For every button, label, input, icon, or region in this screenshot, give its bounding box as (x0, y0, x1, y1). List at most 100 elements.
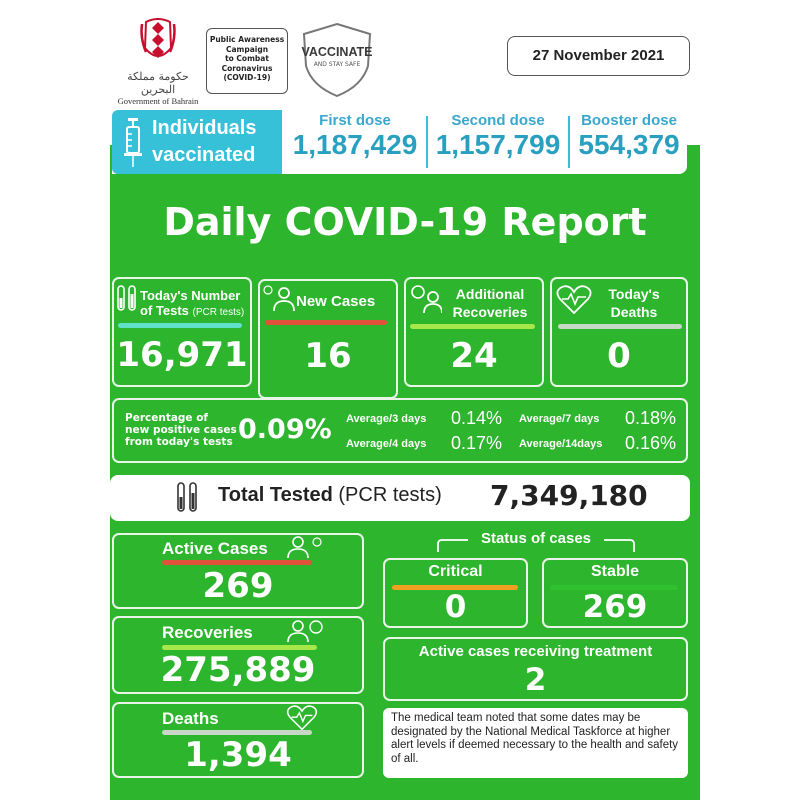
recovery-person-icon (411, 285, 442, 314)
additional-recoveries-value: 24 (450, 336, 498, 376)
todays-deaths-value: 0 (607, 336, 631, 376)
deaths-label-line1: Today's (608, 286, 660, 302)
tests-label-line2: of Tests (140, 303, 189, 318)
tests-label: Today's Number of Tests (PCR tests) (140, 288, 244, 320)
avg-7-days-value: 0.18% (625, 408, 677, 428)
deaths-summary-label: Deaths (162, 709, 219, 728)
recoveries-label-line1: Additional (455, 286, 525, 302)
dose-label: First dose (319, 112, 391, 129)
government-arabic-name: حكومة مملكة البحرين (127, 70, 189, 96)
active-cases-box (112, 533, 364, 609)
heartbeat-icon (286, 705, 318, 731)
active-cases-bar (162, 560, 312, 565)
stable-bar (550, 585, 678, 590)
avg-7-days-label: Average/7 days (519, 413, 600, 425)
first-dose: First dose 1,187,429 (285, 112, 425, 161)
vaccinate-text: VACCINATE (301, 45, 373, 59)
treatment-value: 2 (524, 662, 547, 698)
avg-4-days-value: 0.17% (451, 433, 503, 453)
vaccinated-label-line1: Individuals (152, 117, 257, 139)
stable-box (542, 558, 688, 628)
government-english-name: Government of Bahrain (117, 96, 199, 106)
total-tested-label-bold: Total Tested (218, 484, 333, 506)
tests-label-line1: Today's Number (140, 288, 241, 303)
treatment-box (383, 637, 688, 701)
deaths-label-line2: Deaths (610, 304, 658, 320)
deaths-summary-box (112, 702, 364, 778)
recoveries-bar (410, 324, 535, 329)
dose-label: Booster dose (581, 112, 677, 129)
status-of-cases-heading: Status of cases (480, 530, 592, 547)
stable-value: 269 (582, 589, 648, 625)
total-tested-label: Total Tested (PCR tests) (218, 484, 442, 507)
campaign-line: Public Awareness (209, 35, 285, 44)
recoveries-label-line2: Recoveries (452, 304, 528, 320)
individuals-vaccinated-label: Individuals vaccinated (112, 110, 282, 174)
heartbeat-icon (556, 285, 592, 315)
vaccinate-badge: VACCINATE AND STAY SAFE (300, 22, 374, 98)
campaign-line: to Combat (225, 54, 269, 63)
avg-14-days-label: Average/14days (519, 438, 603, 450)
booster-dose: Booster dose 554,379 (570, 112, 688, 161)
avg-3-days-label: Average/3 days (346, 413, 427, 425)
active-cases-label: Active Cases (162, 539, 268, 558)
deaths-bar (558, 324, 682, 329)
total-tested-label-rest: (PCR tests) (338, 484, 442, 506)
report-date: 27 November 2021 (507, 36, 690, 76)
positivity-label: Percentage of new positive cases from to… (125, 412, 237, 448)
test-tubes-icon (117, 285, 136, 311)
campaign-line: Coronavirus (221, 63, 273, 73)
recoveries-summary-bar (162, 645, 317, 650)
syringe-icon (124, 118, 142, 167)
virus-person-icon (263, 285, 295, 312)
second-dose: Second dose 1,157,799 (428, 112, 568, 161)
new-cases-value: 16 (304, 336, 352, 376)
bahrain-crest-icon (140, 18, 176, 58)
campaign-line: (COVID-19) (223, 73, 271, 82)
critical-value: 0 (444, 589, 467, 625)
total-tested-bar (110, 475, 690, 521)
vaccinated-label-line2: vaccinated (152, 144, 256, 166)
recoveries-value: 275,889 (160, 650, 316, 690)
avg-14-days-value: 0.16% (625, 433, 677, 453)
status-bracket (437, 539, 635, 552)
campaign-line: Campaign (225, 44, 269, 54)
additional-recoveries-box (404, 277, 544, 387)
total-tested-value: 7,349,180 (490, 479, 648, 512)
report-background (110, 145, 700, 800)
positivity-label-line: Percentage of (125, 412, 208, 424)
stable-label: Stable (590, 563, 639, 580)
report-title: Daily COVID-19 Report (163, 200, 647, 244)
tests-value: 16,971 (116, 335, 248, 375)
shield-icon (302, 22, 372, 98)
avg-3-days-value: 0.14% (451, 408, 503, 428)
critical-label: Critical (428, 563, 483, 580)
tests-label-small: (PCR tests) (192, 307, 245, 318)
new-cases-label: New Cases (296, 293, 376, 310)
critical-bar (392, 585, 518, 590)
todays-deaths-label: Today's Deaths (594, 285, 674, 321)
additional-recoveries-label: Additional Recoveries (440, 285, 540, 321)
positivity-box (112, 398, 688, 463)
dose-divider (426, 116, 428, 168)
positivity-value: 0.09% (238, 414, 332, 445)
recoveries-label: Recoveries (162, 623, 253, 642)
dose-label: Second dose (451, 112, 545, 129)
recovery-person-icon (287, 620, 323, 643)
critical-box (383, 558, 528, 628)
recoveries-box (112, 616, 364, 694)
virus-person-icon (287, 536, 322, 559)
avg-4-days-label: Average/4 days (346, 438, 427, 450)
new-cases-bar (265, 320, 387, 325)
todays-deaths-box (550, 277, 688, 387)
campaign-badge: Public Awareness Campaign to Combat Coro… (206, 28, 288, 94)
treatment-label: Active cases receiving treatment (418, 643, 653, 660)
tests-bar (118, 323, 242, 328)
positivity-label-line: from today's tests (125, 436, 233, 448)
stay-safe-text: AND STAY SAFE (313, 61, 361, 68)
medical-team-note: The medical team noted that some dates m… (383, 708, 688, 778)
test-tubes-icon (177, 482, 197, 512)
dose-value: 1,187,429 (292, 129, 418, 160)
deaths-summary-value: 1,394 (184, 735, 292, 775)
positivity-label-line: new positive cases (125, 424, 237, 436)
